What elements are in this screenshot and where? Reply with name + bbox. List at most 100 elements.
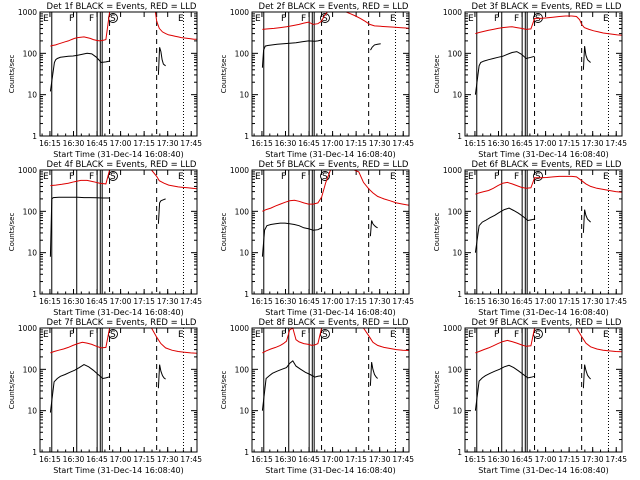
x-tick-label: 17:30 (157, 297, 179, 306)
x-tick-label: 17:30 (369, 297, 391, 306)
x-tick-label: 17:00 (110, 297, 132, 306)
x-tick-label: 16:45 (298, 455, 320, 464)
x-tick-label: 16:15 (464, 297, 486, 306)
panel-det-3f: Det 3f BLACK = Events, RED = LLD Counts/s… (433, 2, 627, 159)
x-tick-label: 16:45 (298, 297, 320, 306)
state-marker-label: F (514, 172, 519, 182)
x-tick-label: 17:15 (558, 455, 580, 464)
plot-frame (251, 11, 410, 137)
y-tick-label: 10 (239, 249, 249, 258)
series-events-line (474, 207, 591, 253)
y-tick-label: 1000 (443, 324, 462, 333)
state-marker-label: E (43, 14, 49, 24)
state-marker-label: F (301, 14, 306, 24)
state-marker-label: F (69, 330, 74, 340)
saa-marker-circle (320, 13, 330, 23)
series-events-line (261, 39, 381, 68)
state-marker-label: E (43, 330, 49, 340)
saa-marker-circle (533, 171, 543, 181)
y-tick-label: 10 (27, 249, 37, 258)
state-marker-label: E (255, 172, 261, 182)
plot-frame (39, 11, 198, 137)
x-axis-label: Start Time (31-Dec-14 16:08:40) (53, 308, 184, 317)
y-axis-label: Counts/sec (8, 371, 16, 410)
y-tick-label: 100 (235, 49, 250, 58)
x-tick-label: 17:45 (392, 297, 414, 306)
x-tick-label: 17:45 (180, 139, 202, 148)
x-tick-label: 17:30 (369, 139, 391, 148)
state-marker-label: S (535, 172, 541, 182)
x-tick-label: 16:30 (488, 139, 510, 148)
x-tick-label: 17:30 (582, 297, 604, 306)
y-tick-label: 100 (235, 207, 250, 216)
series-lld-line (262, 170, 409, 212)
state-marker-label: F (89, 330, 94, 340)
x-axis-label: Start Time (31-Dec-14 16:08:40) (53, 150, 184, 159)
state-marker-label: S (535, 330, 541, 340)
panel-title: Det 8f BLACK = Events, RED = LLD (259, 318, 409, 328)
state-marker-label: E (178, 172, 184, 182)
y-tick-label: 1000 (443, 166, 462, 175)
y-tick-label: 10 (27, 407, 37, 416)
state-marker-label: E (468, 14, 474, 24)
state-marker-label: S (535, 14, 541, 24)
x-tick-label: 16:15 (39, 455, 61, 464)
y-axis-label: Counts/sec (220, 371, 228, 410)
x-tick-label: 17:15 (558, 139, 580, 148)
panel-det-1f: Det 1f BLACK = Events, RED = LLD Counts/s… (8, 2, 202, 159)
series-lld-line (475, 175, 622, 195)
state-marker-label: E (390, 14, 396, 24)
state-marker-label: F (514, 14, 519, 24)
plot-frame (251, 169, 410, 295)
series-events-line (49, 47, 166, 92)
x-tick-label: 16:30 (488, 455, 510, 464)
y-tick-label: 10 (239, 407, 249, 416)
y-tick-label: 100 (235, 365, 250, 374)
state-marker-label: E (255, 14, 261, 24)
x-tick-label: 17:45 (605, 297, 627, 306)
x-tick-label: 17:30 (157, 139, 179, 148)
x-tick-label: 16:15 (251, 297, 273, 306)
y-axis-label: Counts/sec (220, 213, 228, 252)
y-tick-label: 1 (457, 290, 462, 299)
panel-det-9f: Det 9f BLACK = Events, RED = LLD Counts/s… (433, 318, 627, 475)
x-tick-label: 17:15 (133, 455, 155, 464)
state-marker-label: S (322, 14, 328, 24)
y-tick-label: 10 (239, 91, 249, 100)
panel-title: Det 9f BLACK = Events, RED = LLD (472, 318, 622, 328)
x-tick-label: 17:00 (322, 139, 344, 148)
x-tick-label: 17:45 (392, 455, 414, 464)
y-tick-label: 100 (448, 49, 463, 58)
y-tick-label: 1000 (230, 324, 249, 333)
y-axis-label: Counts/sec (8, 213, 16, 252)
series-events-line (474, 46, 591, 95)
x-tick-label: 16:45 (511, 455, 533, 464)
x-axis-label: Start Time (31-Dec-14 16:08:40) (53, 466, 184, 475)
state-marker-label: E (390, 172, 396, 182)
state-marker-label: S (110, 14, 116, 24)
x-axis-label: Start Time (31-Dec-14 16:08:40) (478, 466, 609, 475)
panel-title: Det 7f BLACK = Events, RED = LLD (47, 318, 197, 328)
x-axis-label: Start Time (31-Dec-14 16:08:40) (265, 150, 396, 159)
panel-det-7f: Det 7f BLACK = Events, RED = LLD Counts/s… (8, 318, 202, 475)
x-tick-label: 16:30 (63, 139, 85, 148)
x-tick-label: 17:00 (322, 297, 344, 306)
panel-det-4f: Det 4f BLACK = Events, RED = LLD Counts/s… (8, 160, 202, 317)
x-tick-label: 17:15 (133, 297, 155, 306)
panel-title: Det 4f BLACK = Events, RED = LLD (47, 160, 197, 170)
state-marker-label: E (603, 172, 609, 182)
x-tick-label: 17:00 (535, 455, 557, 464)
y-tick-label: 1 (244, 448, 249, 457)
x-tick-label: 16:15 (464, 139, 486, 148)
state-marker-label: F (281, 172, 286, 182)
y-tick-label: 1000 (18, 324, 37, 333)
state-marker-label: F (69, 14, 74, 24)
y-tick-label: 100 (448, 365, 463, 374)
state-marker-label: E (603, 14, 609, 24)
x-tick-label: 17:30 (369, 455, 391, 464)
y-tick-label: 1000 (230, 166, 249, 175)
state-marker-label: E (178, 14, 184, 24)
y-tick-label: 10 (27, 91, 37, 100)
y-axis-label: Counts/sec (433, 213, 441, 252)
state-marker-label: F (301, 330, 306, 340)
